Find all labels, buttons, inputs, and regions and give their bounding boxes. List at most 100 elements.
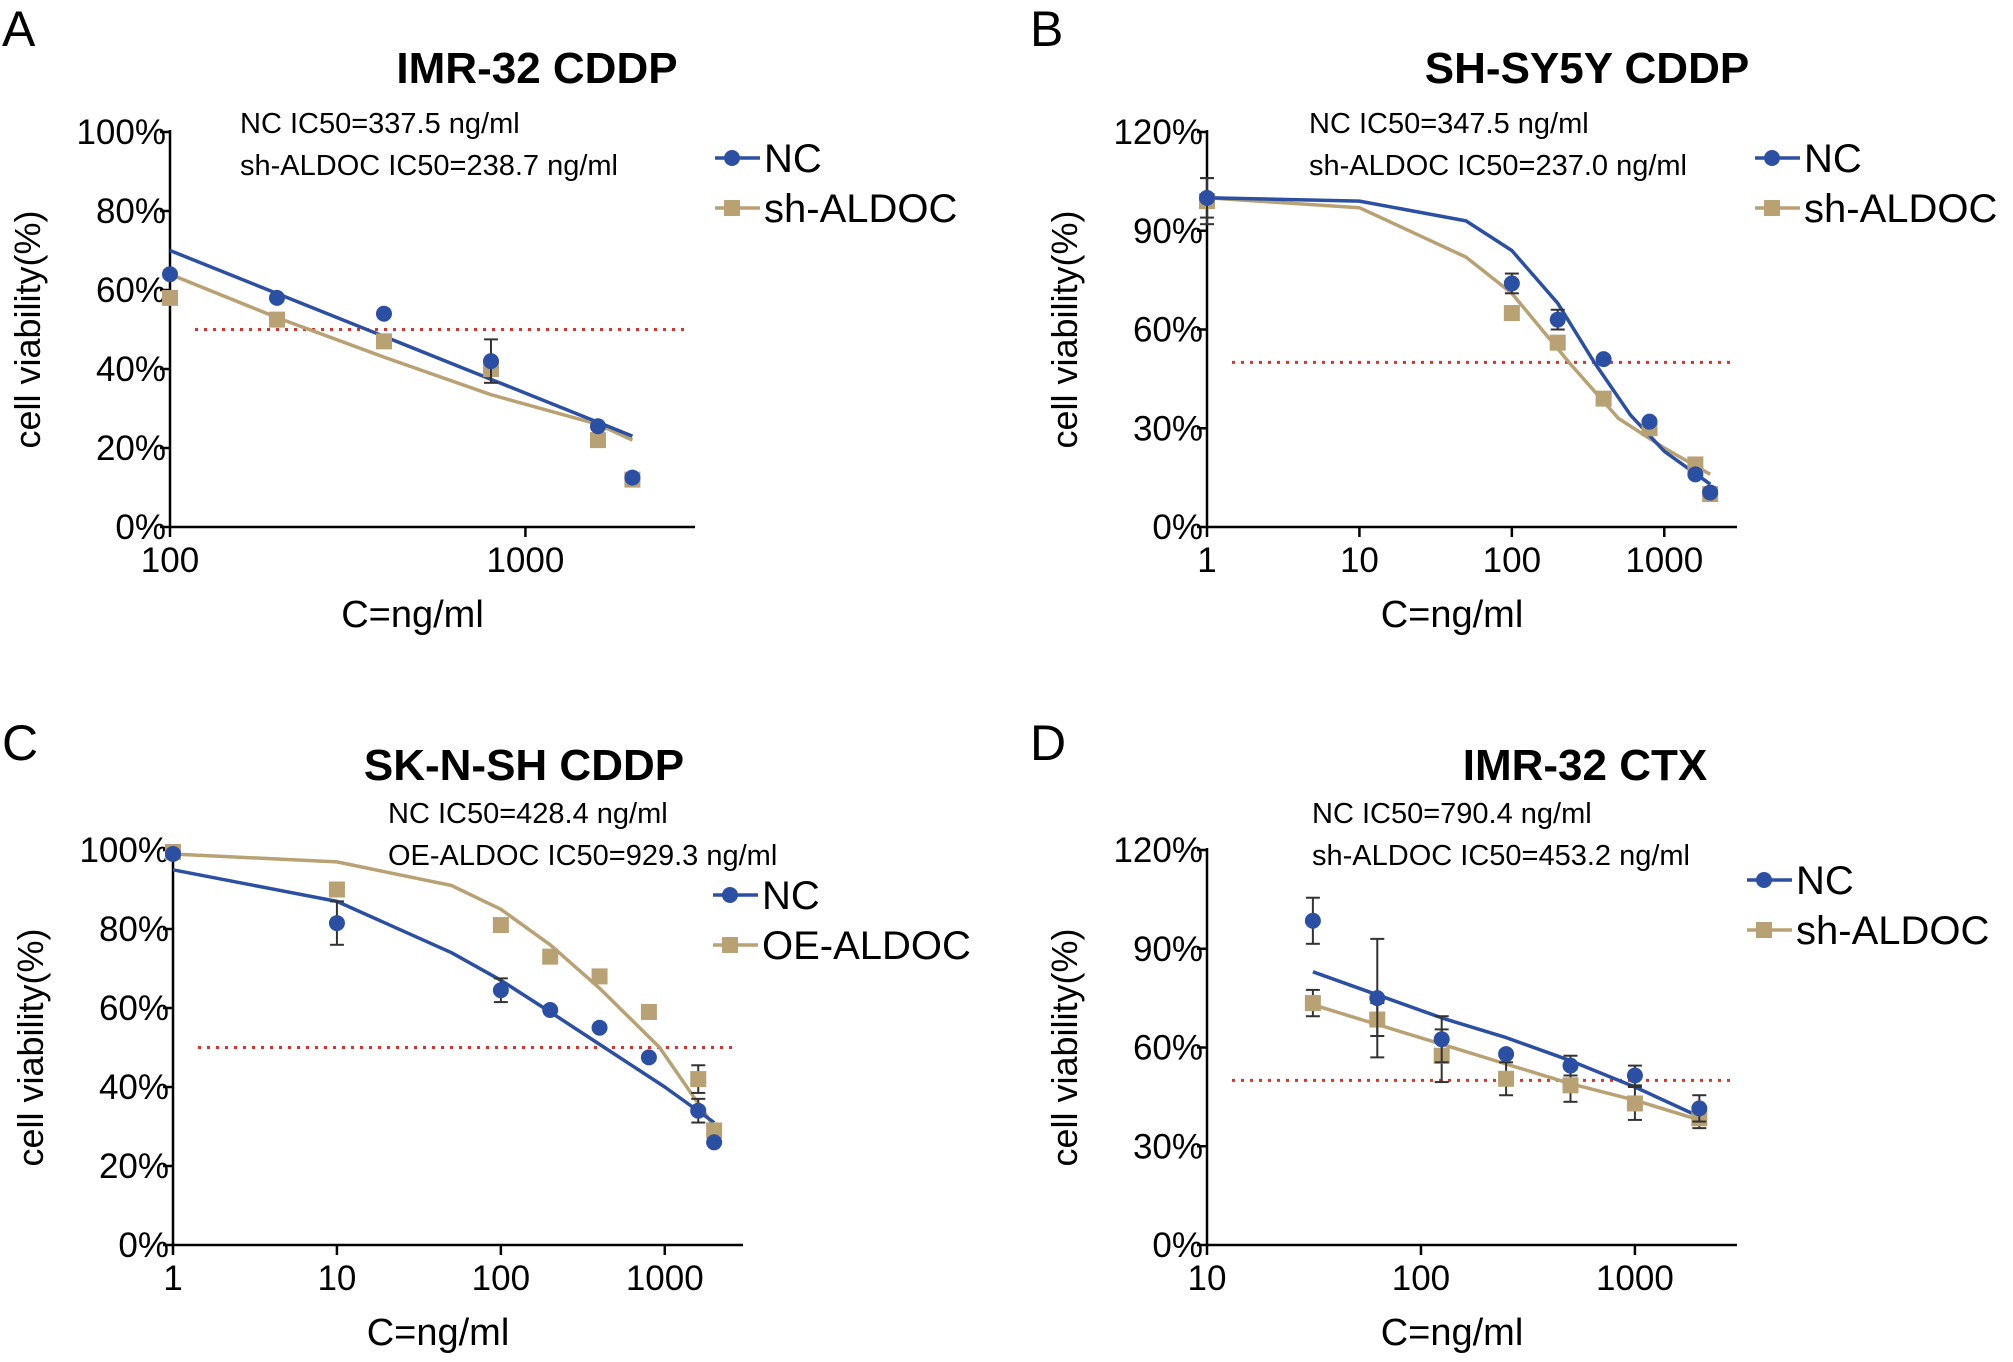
data-point-nc [1498, 1046, 1515, 1063]
legend-label: sh-ALDOC [764, 187, 957, 231]
y-tick-label: 90% [1133, 930, 1203, 969]
legend-marker [722, 937, 738, 953]
x-tick-label: 1000 [626, 1259, 704, 1298]
chart-title: SK-N-SH CDDP [364, 741, 684, 790]
y-tick-label: 100% [79, 831, 169, 870]
panel-letter: A [2, 1, 36, 57]
data-point-nc [690, 1102, 707, 1119]
data-point-nc [1687, 466, 1704, 483]
y-tick-label: 0% [1152, 1226, 1203, 1265]
y-tick-label: 0% [115, 508, 166, 547]
legend-marker [1756, 872, 1772, 888]
x-tick-label: 1 [1197, 541, 1216, 580]
panel-b: B SH-SY5Y CDDP NC IC50=347.5 ng/ml sh-ALD… [1030, 1, 1997, 636]
data-point-nc [1691, 1100, 1708, 1117]
x-axis-label: C=ng/ml [367, 1312, 510, 1354]
fit-curve-nc [172, 868, 716, 1124]
y-axis-label: cell viability(%) [10, 928, 51, 1166]
legend-marker [722, 887, 738, 903]
y-tick-label: 90% [1133, 212, 1203, 251]
data-point-sh-aldoc [1626, 1095, 1643, 1112]
data-point-oe-aldoc [591, 968, 608, 985]
legend-label: OE-ALDOC [762, 924, 971, 968]
legend-label: NC [1796, 859, 1854, 903]
x-tick-label: 10 [1188, 1259, 1227, 1298]
y-tick-label: 40% [96, 350, 166, 389]
chart-title: IMR-32 CDDP [396, 44, 677, 93]
data-point-nc [624, 469, 641, 486]
data-point-nc [492, 982, 509, 999]
data-point-oe-aldoc [706, 1122, 723, 1139]
data-point-nc [1304, 912, 1321, 929]
data-point-nc [542, 1001, 559, 1018]
x-tick-label: 1000 [1596, 1259, 1674, 1298]
data-point-nc [1549, 311, 1566, 328]
fit-curve-nc [1206, 196, 1712, 486]
legend-marker [1764, 200, 1780, 216]
ic50-annotation: NC IC50=347.5 ng/ml [1309, 108, 1589, 140]
panel-letter: B [1030, 1, 1063, 57]
legend-label: sh-ALDOC [1804, 187, 1997, 231]
y-tick-label: 100% [76, 113, 166, 152]
data-point-sh-aldoc [1562, 1077, 1579, 1094]
data-point-sh-aldoc [1549, 334, 1566, 351]
x-axis-label: C=ng/ml [341, 594, 484, 636]
data-point-sh-aldoc [162, 289, 178, 306]
data-point-nc [640, 1049, 657, 1066]
x-tick-label: 100 [1483, 541, 1541, 580]
x-tick-label: 1 [163, 1259, 182, 1298]
x-axis-label: C=ng/ml [1381, 594, 1524, 636]
y-tick-label: 120% [1113, 831, 1203, 870]
data-point-nc [375, 305, 392, 322]
data-point-oe-aldoc [492, 917, 509, 934]
panel-d: D IMR-32 CTX NC IC50=790.4 ng/ml sh-ALDOC… [1030, 715, 1989, 1354]
data-point-nc [1562, 1057, 1579, 1074]
data-point-nc [482, 353, 499, 370]
data-point-nc [1433, 1031, 1450, 1048]
fit-curve-sh-aldoc [1206, 196, 1712, 476]
y-tick-label: 40% [99, 1068, 169, 1107]
data-point-nc [1503, 275, 1520, 292]
ic50-annotation: sh-ALDOC IC50=453.2 ng/ml [1312, 840, 1690, 872]
fit-curve-oe-aldoc [172, 852, 716, 1128]
y-tick-label: 0% [1152, 508, 1203, 547]
chart-title: SH-SY5Y CDDP [1425, 44, 1749, 93]
data-point-sh-aldoc [375, 333, 392, 350]
legend-marker [724, 150, 740, 166]
legend-marker [724, 200, 740, 216]
x-tick-label: 100 [141, 541, 199, 580]
y-tick-label: 80% [99, 910, 169, 949]
legend-marker [1764, 150, 1780, 166]
ic50-annotation: NC IC50=428.4 ng/ml [388, 798, 668, 830]
data-point-sh-aldoc [1595, 390, 1612, 407]
data-point-oe-aldoc [690, 1071, 707, 1088]
y-tick-label: 20% [96, 429, 166, 468]
y-tick-label: 120% [1113, 113, 1203, 152]
ic50-annotation: NC IC50=337.5 ng/ml [240, 108, 520, 140]
y-axis-label: cell viability(%) [1044, 210, 1085, 448]
data-point-nc [1641, 413, 1658, 430]
y-tick-label: 60% [96, 271, 166, 310]
fit-curve-sh-aldoc [169, 272, 634, 442]
ic50-annotation: sh-ALDOC IC50=237.0 ng/ml [1309, 150, 1687, 182]
x-tick-label: 100 [472, 1259, 530, 1298]
x-axis-label: C=ng/ml [1381, 1312, 1524, 1354]
x-tick-label: 100 [1392, 1259, 1450, 1298]
y-tick-label: 60% [99, 989, 169, 1028]
data-point-sh-aldoc [589, 432, 606, 449]
x-tick-label: 10 [1340, 541, 1379, 580]
y-tick-label: 20% [99, 1147, 169, 1186]
data-point-nc [162, 266, 178, 283]
data-point-oe-aldoc [640, 1003, 657, 1020]
panel-letter: C [2, 715, 38, 771]
x-tick-label: 1000 [1625, 541, 1703, 580]
data-point-nc [268, 289, 285, 306]
legend-label: NC [762, 874, 820, 918]
y-tick-label: 60% [1133, 311, 1203, 350]
y-tick-label: 30% [1133, 409, 1203, 448]
data-point-nc [589, 418, 606, 435]
data-point-nc [591, 1019, 608, 1036]
ic50-annotation: NC IC50=790.4 ng/ml [1312, 798, 1592, 830]
data-point-sh-aldoc [1498, 1070, 1515, 1087]
